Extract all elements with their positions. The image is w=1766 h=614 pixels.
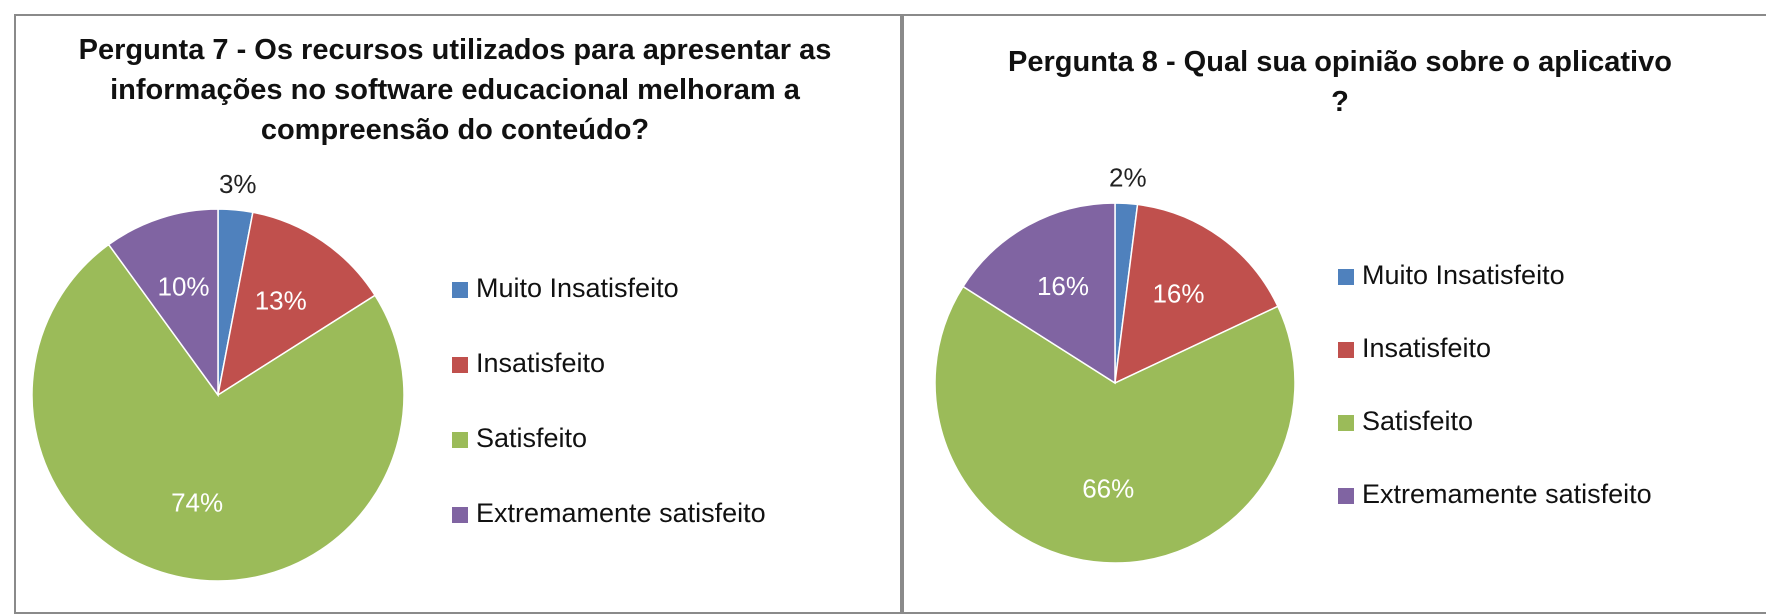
legend-label: Muito Insatisfeito (476, 273, 679, 303)
data-label: 13% (255, 286, 307, 316)
data-label: 2% (1109, 162, 1147, 192)
legend-label: Insatisfeito (1362, 333, 1491, 363)
pie-slice (934, 285, 1296, 564)
chart-title: Pergunta 8 - Qual sua opinião sobre o ap… (1008, 46, 1672, 118)
legend-swatch (452, 507, 468, 523)
pie-slice (107, 208, 219, 398)
legend-swatch (1338, 488, 1354, 504)
data-label: 66% (1082, 474, 1134, 504)
legend-swatch (452, 432, 468, 448)
legend-swatch (1338, 269, 1354, 285)
charts: 3% Muito Insatisfeito 13% Insatisfeito 74% Sa… (31, 162, 1652, 582)
legend-label: Extremamente satisfeito (476, 498, 766, 528)
legend-swatch (452, 357, 468, 373)
pie-slice (31, 243, 405, 582)
legend-swatch (452, 282, 468, 298)
legend-label: Satisfeito (476, 423, 587, 453)
page: Pergunta 7 - Os recursos utilizados para… (14, 14, 1766, 614)
data-label: 10% (157, 272, 209, 302)
data-label: 3% (219, 169, 257, 199)
legend-label: Muito Insatisfeito (1362, 260, 1565, 290)
data-label: 16% (1152, 279, 1204, 309)
pie-slice (961, 202, 1116, 385)
legend-swatch (1338, 342, 1354, 358)
data-label: 16% (1037, 271, 1089, 301)
chart-title: Pergunta 7 - Os recursos utilizados para… (78, 34, 832, 146)
legend-label: Satisfeito (1362, 406, 1473, 436)
pie-slice (216, 211, 377, 397)
legend-label: Extremamente satisfeito (1362, 479, 1652, 509)
legend-swatch (1338, 415, 1354, 431)
data-label: 74% (171, 487, 223, 517)
legend-label: Insatisfeito (476, 348, 605, 378)
pie-slice (1114, 203, 1279, 385)
